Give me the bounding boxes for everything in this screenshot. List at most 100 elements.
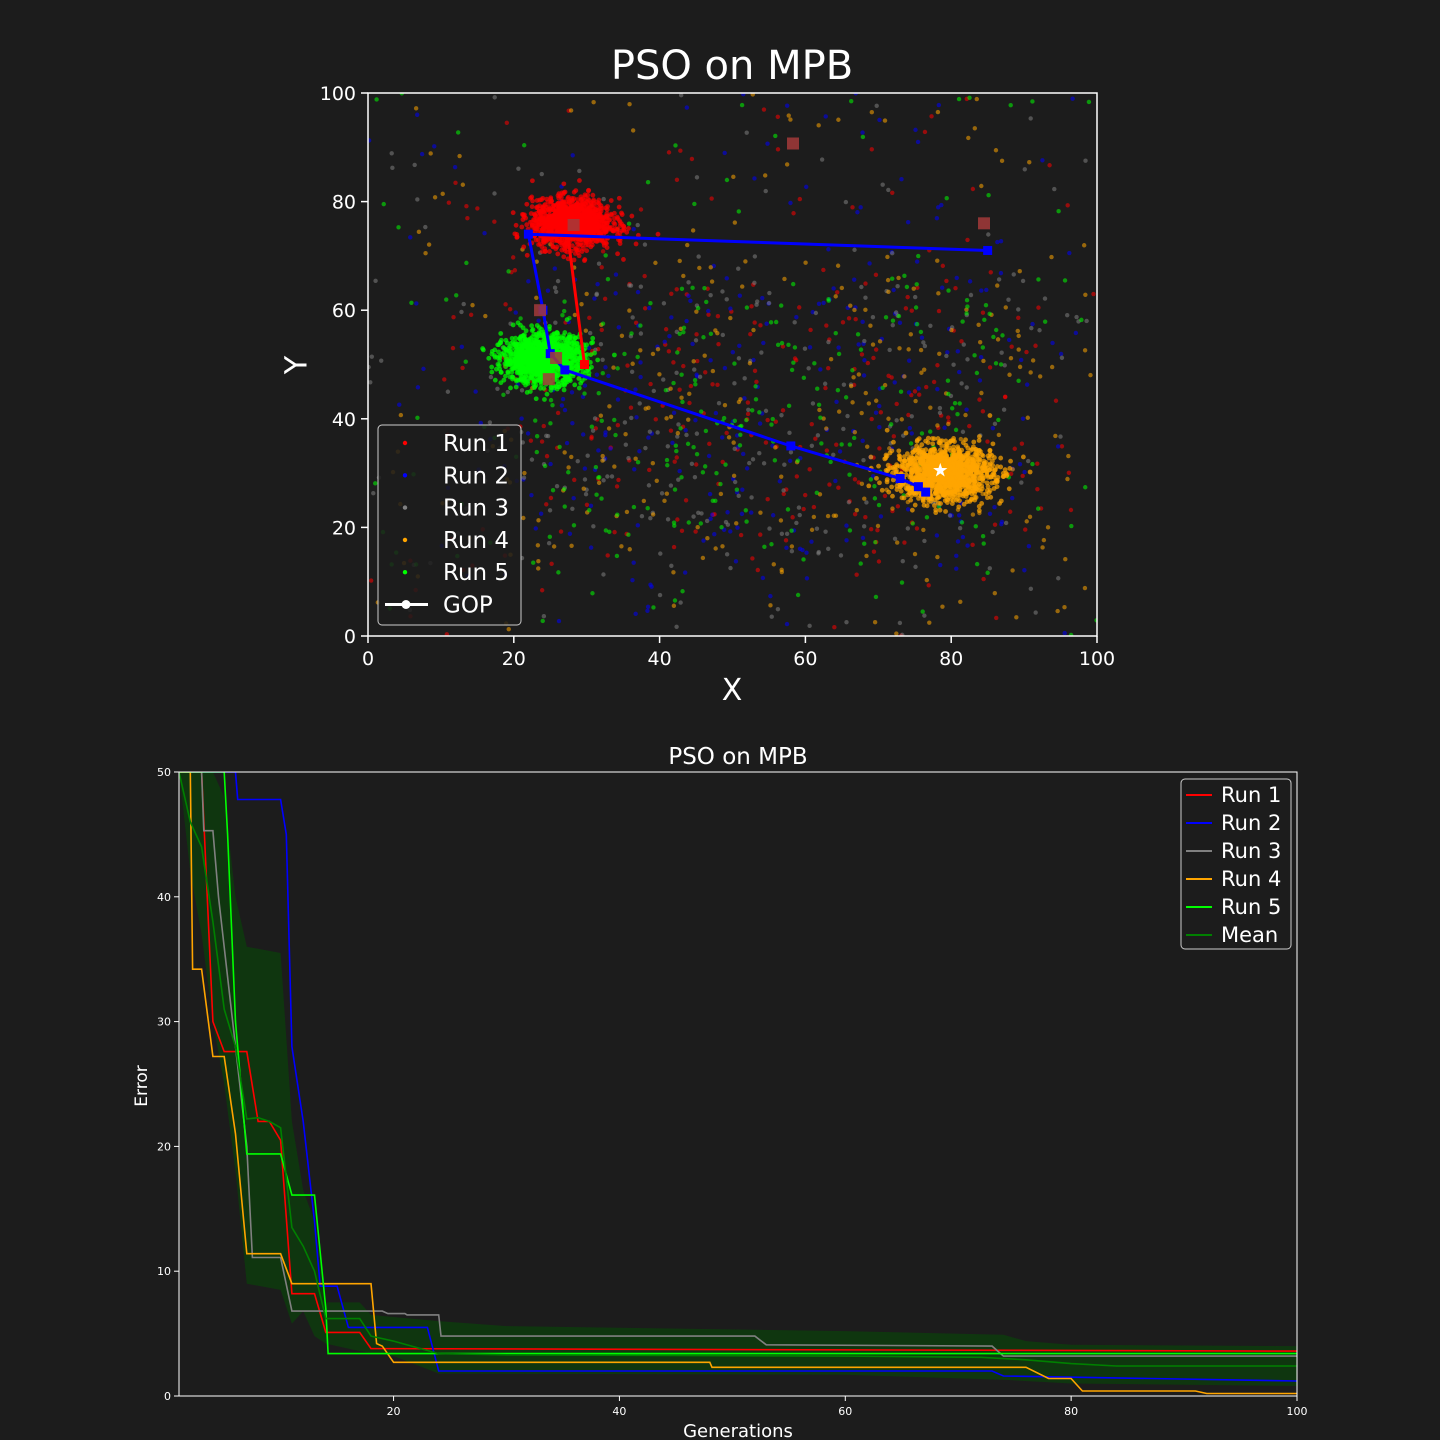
scatter-point <box>586 345 592 351</box>
cluster-point <box>498 337 504 343</box>
scatter-point <box>483 313 488 319</box>
scatter-point <box>686 417 691 422</box>
scatter-point <box>765 141 770 146</box>
scatter-point <box>1065 476 1070 482</box>
cluster-point <box>588 200 594 205</box>
scatter-point <box>890 276 895 281</box>
scatter-point <box>396 225 401 230</box>
scatter-point <box>504 120 510 125</box>
scatter-point <box>603 253 608 258</box>
scatter-point <box>695 306 701 311</box>
cluster-point <box>597 227 603 233</box>
cluster-point <box>556 336 562 341</box>
scatter-point <box>987 511 993 516</box>
scatter-point <box>689 461 695 467</box>
scatter-point <box>847 528 853 533</box>
cluster-point <box>542 362 548 368</box>
scatter-point <box>669 315 674 320</box>
scatter-point <box>712 532 717 537</box>
scatter-point <box>970 512 976 517</box>
scatter-point <box>579 302 584 307</box>
scatter-point <box>612 464 617 469</box>
scatter-point <box>764 321 769 326</box>
scatter-point <box>992 591 998 596</box>
scatter-point <box>990 529 995 535</box>
scatter-point <box>723 462 728 467</box>
scatter-point <box>630 361 635 366</box>
scatter-title: PSO on MPB <box>611 43 853 89</box>
scatter-point <box>674 370 679 376</box>
scatter-point <box>648 381 653 387</box>
scatter-point <box>999 519 1005 524</box>
cluster-point <box>1027 469 1033 475</box>
scatter-point <box>475 206 480 211</box>
scatter-point <box>939 285 945 290</box>
scatter-point <box>922 129 928 135</box>
scatter-point <box>631 560 636 565</box>
scatter-point <box>684 432 689 438</box>
scatter-point <box>749 304 754 309</box>
scatter-point <box>852 477 858 482</box>
scatter-point <box>736 356 742 361</box>
scatter-point <box>679 372 684 377</box>
cluster-point <box>525 354 531 360</box>
cluster-point <box>562 340 567 346</box>
scatter-point <box>708 516 713 522</box>
scatter-point <box>728 529 733 534</box>
scatter-point <box>531 560 536 565</box>
scatter-point <box>679 395 684 400</box>
scatter-point <box>684 318 689 324</box>
cluster-point <box>635 232 641 238</box>
scatter-point <box>877 403 882 409</box>
cluster-point <box>534 323 540 328</box>
scatter-point <box>954 553 959 559</box>
scatter-point <box>371 491 376 496</box>
scatter-point <box>1003 520 1009 526</box>
scatter-point <box>561 487 567 492</box>
scatter-point <box>740 284 745 289</box>
scatter-point <box>745 400 751 405</box>
scatter-point <box>661 301 667 306</box>
scatter-point <box>672 487 678 492</box>
scatter-point <box>585 453 590 458</box>
cluster-point <box>486 355 492 361</box>
scatter-point <box>864 500 869 505</box>
scatter-point <box>837 449 843 454</box>
cluster-point <box>555 330 560 336</box>
scatter-point <box>1055 444 1061 449</box>
cluster-point <box>489 364 495 370</box>
cluster-point <box>530 178 535 184</box>
scatter-point <box>678 148 683 153</box>
scatter-point <box>594 492 599 497</box>
scatter-point <box>706 312 711 317</box>
scatter-point <box>1018 357 1024 363</box>
cluster-point <box>561 387 567 393</box>
scatter-point <box>703 370 708 375</box>
scatter-point <box>694 451 700 457</box>
scatter-point <box>679 528 685 534</box>
scatter-point <box>922 343 928 349</box>
scatter-point <box>800 547 805 553</box>
scatter-point <box>570 421 575 426</box>
scatter-point <box>555 410 561 416</box>
cluster-point <box>574 201 580 207</box>
scatter-point <box>770 513 776 518</box>
scatter-point <box>468 312 474 317</box>
scatter-point <box>674 624 679 629</box>
scatter-point <box>452 164 458 170</box>
scatter-point <box>669 291 674 296</box>
scatter-point <box>589 424 595 429</box>
scatter-point <box>789 544 795 549</box>
scatter-point <box>398 412 404 418</box>
scatter-point <box>839 285 845 291</box>
scatter-point <box>691 514 696 519</box>
scatter-point <box>1042 296 1048 301</box>
cluster-point <box>603 226 608 232</box>
cluster-point <box>498 380 504 386</box>
scatter-point <box>807 467 812 472</box>
scatter-point <box>505 389 510 395</box>
scatter-point <box>1003 394 1008 399</box>
scatter-point <box>974 96 979 102</box>
cluster-point <box>542 397 547 402</box>
scatter-point <box>795 592 801 598</box>
